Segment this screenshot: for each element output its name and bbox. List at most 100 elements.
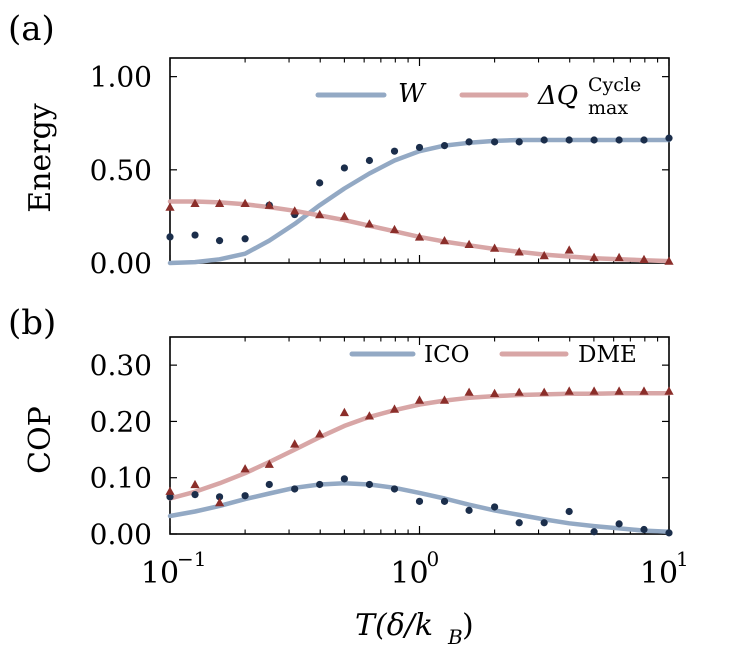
- panel-b-series-2-point-13: [491, 503, 499, 511]
- panel-b-series-1-line: [167, 391, 672, 501]
- panel-a-series-3-point-9: [389, 224, 400, 234]
- panel-b-series-2-point-19: [640, 525, 648, 534]
- x-axis-label: T(δ/k B ): [355, 608, 474, 649]
- panel-b-series-2-point-15: [540, 519, 548, 527]
- panel-b-series-2-point-4: [265, 480, 273, 489]
- panel-a-series-3-point-16: [564, 245, 574, 254]
- legend-ico-label: ICO: [424, 342, 470, 368]
- panel-a-series-2-point-2: [215, 237, 224, 245]
- panel-b-series-3-point-0: [165, 486, 175, 495]
- x-axis-label-main: T(δ/k: [355, 608, 433, 643]
- panel-b-legend: ICO DME: [349, 342, 637, 368]
- panel-a-series-2-point-19: [640, 136, 648, 144]
- panel-a-series-3-point-13: [490, 243, 500, 252]
- panel-b-series-2-point-1: [191, 491, 199, 499]
- panel-a-series-3-point-12: [464, 239, 474, 248]
- panel-a-series-3-point-20: [664, 256, 674, 265]
- panel-a-ytick-label-1: 0.50: [90, 154, 152, 187]
- panel-b-series-3-point-11: [439, 395, 450, 404]
- panel-a-series-2-point-20: [665, 134, 673, 142]
- panel-a-series-2-point-3: [241, 235, 249, 243]
- panel-a-ytick-label-2: 1.00: [90, 61, 152, 94]
- panel-b-series-2-point-20: [665, 529, 673, 537]
- panel-b-series-2-point-14: [515, 519, 523, 527]
- panel-a-series-2-point-14: [515, 138, 523, 146]
- panel-a-series-3-point-4: [264, 200, 274, 209]
- panel-b-series-3-point-2: [215, 497, 225, 507]
- panel-a-series-2-point-10: [415, 143, 424, 152]
- panel-a-legend: W ΔQ max Cycle: [315, 74, 641, 119]
- panel-b-series-2-point-5: [291, 485, 299, 493]
- panel-b-series-3-point-4: [264, 459, 274, 468]
- panel-b-series-3-point-13: [490, 388, 500, 397]
- panel-b-plot-area: [165, 386, 674, 537]
- legend-dq-label: ΔQ: [537, 81, 578, 111]
- x-tick-label-1: 10: [390, 556, 428, 591]
- x-axis-label-close: ): [462, 608, 474, 643]
- panel-b-series-3-point-9: [389, 404, 400, 413]
- panel-a-series-3-point-1: [190, 198, 200, 207]
- panel-b-series-2-point-16: [565, 507, 573, 516]
- panel-b-series-3-point-1: [190, 479, 200, 489]
- panel-b-ytick-label-3: 0.30: [90, 349, 152, 382]
- x-axis-label-sub: B: [447, 625, 463, 649]
- panel-a-series-2-point-13: [491, 138, 499, 146]
- panel-b-series-3-point-12: [464, 387, 474, 396]
- panel-a-ytick-label-0: 0.00: [90, 247, 152, 280]
- panel-b-series-3-point-3: [240, 464, 250, 473]
- panel-b-series-3-point-19: [639, 386, 649, 395]
- panel-a-series-3-point-7: [339, 211, 349, 221]
- panel-a-series-2-point-0: [166, 233, 174, 241]
- panel-b-series-3-point-5: [290, 439, 300, 448]
- panel-a-series-2-point-12: [465, 138, 473, 146]
- panel-b: (b) COP 0.000.100.200.30 ICO DME 10−1 100…: [8, 303, 689, 591]
- legend-w-label: W: [398, 79, 427, 109]
- panel-b-series-2-point-2: [215, 493, 224, 501]
- panel-a-series-3-point-2: [215, 198, 225, 207]
- panel-b-series-2-point-11: [440, 497, 449, 505]
- panel-a-series-3-point-8: [364, 219, 374, 228]
- panel-b-series-2-point-8: [365, 480, 374, 489]
- panel-b-series-2-point-18: [615, 520, 623, 528]
- panel-b-ytick-label-0: 0.00: [90, 518, 152, 551]
- x-tick-exponent-2: 1: [676, 547, 689, 571]
- panel-b-series-2-point-9: [390, 485, 399, 493]
- panel-a-series-2-point-6: [316, 179, 324, 187]
- x-tick-label-2: 10: [640, 556, 678, 591]
- panel-b-series-2-point-3: [241, 492, 249, 500]
- panel-a-series-3-point-19: [639, 254, 649, 263]
- panel-a-series-2-point-18: [615, 136, 623, 144]
- panel-a-series-3-point-18: [614, 252, 624, 262]
- x-tick-labels: 10−1 100 101: [141, 547, 689, 591]
- panel-b-series-3-point-7: [339, 407, 349, 417]
- panel-a-series-2-point-7: [340, 164, 348, 172]
- panel-b-series-2-point-10: [415, 497, 424, 505]
- panel-a-series-3-point-14: [514, 247, 524, 256]
- panel-a-series-3-point-17: [589, 252, 599, 262]
- panel-a-ylabel: Energy: [23, 103, 58, 213]
- x-tick-exponent-0: −1: [177, 547, 206, 571]
- panel-a-label: (a): [8, 9, 55, 49]
- panel-a-ticks: 0.00 0.50 1.00: [90, 58, 670, 280]
- panel-b-series-3-point-16: [564, 386, 574, 395]
- legend-dq-sub: max: [588, 97, 628, 119]
- panel-a-series-3-point-10: [414, 232, 425, 241]
- x-tick-exponent-1: 0: [427, 547, 440, 571]
- panel-a-series-3-point-11: [439, 236, 450, 245]
- panel-b-series-0-line: [167, 481, 672, 534]
- panel-b-series-3-point-20: [664, 386, 674, 395]
- panel-a-series-3-point-5: [290, 206, 300, 215]
- panel-b-series-3-point-14: [514, 387, 524, 396]
- panel-a-series-0-line: [167, 137, 672, 266]
- panel-b-ylabel: COP: [23, 406, 58, 474]
- panel-b-ytick-label-2: 0.20: [90, 405, 152, 438]
- legend-dq-sup: Cycle: [588, 74, 641, 96]
- panel-a: (a) Energy 0.00 0.50 1.00 W ΔQ max Cycle: [8, 9, 674, 280]
- panel-a-series-3-point-6: [315, 209, 325, 219]
- panel-b-series-2-point-7: [340, 475, 348, 483]
- panel-b-series-2-point-12: [465, 506, 473, 514]
- panel-b-series-3-point-17: [589, 386, 599, 395]
- panel-a-series-2-point-1: [191, 231, 199, 239]
- legend-dme-label: DME: [578, 342, 637, 368]
